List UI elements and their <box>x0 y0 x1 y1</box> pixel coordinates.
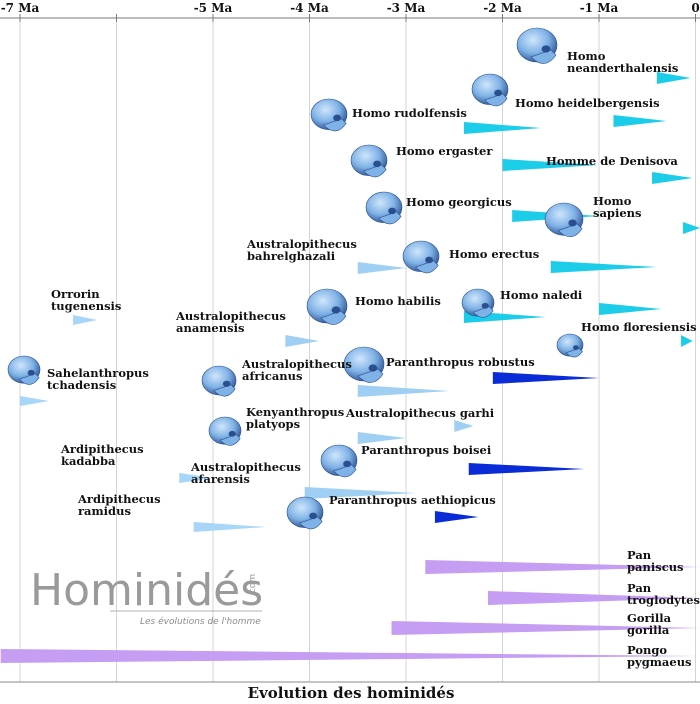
skull-icon <box>556 333 584 358</box>
species-bar <box>502 159 599 171</box>
species-label: Homo heidelbergensis <box>515 96 660 110</box>
skull-icon <box>306 288 348 325</box>
species-label: Australopithecus garhi <box>345 406 495 420</box>
species-bar <box>454 420 474 432</box>
skull-icon <box>461 288 495 318</box>
species-bar <box>193 522 267 532</box>
species-label: Pan paniscus <box>627 548 684 574</box>
species-label: Homo habilis <box>355 294 441 308</box>
species-label: Australopithecus bahrelghazali <box>246 237 357 263</box>
tick-label: -5 Ma <box>194 1 233 15</box>
skull-icon <box>343 346 385 383</box>
species-label: Gorilla gorilla <box>627 611 672 637</box>
skull-icon <box>201 365 237 397</box>
species-label: Ardipithecus ramidus <box>77 492 161 518</box>
species-bar <box>434 511 479 523</box>
species-bar <box>20 396 49 406</box>
skull-icon <box>471 73 509 107</box>
tick-label: -3 Ma <box>387 1 426 15</box>
species-label: Australopithecus africanus <box>241 357 352 383</box>
skull-icon <box>365 191 403 225</box>
tick-label: -4 Ma <box>290 1 329 15</box>
species-bar <box>425 560 700 574</box>
skull-icons <box>7 27 584 530</box>
species-bar <box>304 487 416 499</box>
skull-icon <box>402 240 440 274</box>
skull-icon <box>320 444 358 478</box>
species-label: Pan troglodytes <box>627 581 700 607</box>
logo-tagline: Les évolutions de l'homme <box>140 616 261 627</box>
species-label: Homo naledi <box>500 288 583 302</box>
species-bars <box>0 72 700 663</box>
species-label: Homo georgicus <box>406 195 512 209</box>
skull-icon <box>208 416 242 446</box>
species-label: Ardipithecus kadabba <box>60 442 144 468</box>
species-bar <box>599 303 662 315</box>
species-bar <box>73 315 98 325</box>
species-label: Sahelanthropus tchadensis <box>47 366 149 392</box>
chart-title: Evolution des hominidés <box>248 684 455 702</box>
species-label: Paranthropus aethiopicus <box>329 493 496 507</box>
skull-icon <box>7 355 41 385</box>
hominides-logo: Hominidés .com Les évolutions de l'homme <box>30 565 263 627</box>
skull-icon <box>350 144 388 178</box>
species-bar <box>682 222 700 234</box>
tick-label: -2 Ma <box>483 1 522 15</box>
species-label: Homo ergaster <box>396 144 493 158</box>
species-labels: Homo neanderthalensis Homo heidelbergensis… <box>47 49 700 669</box>
species-bar <box>391 621 700 635</box>
species-label: Homo neanderthalensis <box>567 49 678 75</box>
skull-icon <box>516 27 558 64</box>
species-label: Homo erectus <box>449 247 539 261</box>
species-bar <box>468 463 585 475</box>
logo-com: .com <box>248 574 258 596</box>
species-label: Australopithecus afarensis <box>190 460 301 486</box>
species-bar <box>357 385 450 397</box>
species-bar <box>550 261 657 273</box>
species-label: Pongo pygmaeus <box>627 643 692 669</box>
skull-icon <box>544 202 584 238</box>
species-bar <box>492 372 599 384</box>
species-bar <box>285 335 320 347</box>
species-bar <box>463 122 542 134</box>
species-label: Homo sapiens <box>593 194 642 220</box>
tick-label: 0 <box>691 1 699 15</box>
species-label: Paranthropus boisei <box>361 443 492 457</box>
species-label: Kenyanthropus platyops <box>246 405 344 431</box>
species-bar <box>179 473 213 483</box>
tick-label: -1 Ma <box>580 1 619 15</box>
species-label: Australopithecus anamensis <box>175 309 286 335</box>
species-bar <box>488 591 700 605</box>
species-label: Paranthropus robustus <box>386 355 535 369</box>
species-bar <box>357 432 406 444</box>
species-bar <box>681 335 693 347</box>
species-label: Homo floresiensis <box>581 320 697 334</box>
tick-label: -7 Ma <box>1 1 40 15</box>
skull-icon <box>286 496 324 530</box>
species-bar <box>0 649 700 663</box>
species-bar <box>613 115 667 127</box>
axis-ticks: -7 Ma -5 Ma -4 Ma -3 Ma -2 Ma -1 Ma 0 <box>1 1 700 22</box>
species-label: Orrorin tugenensis <box>51 287 121 313</box>
species-label: Homme de Denisova <box>546 154 678 168</box>
logo-text: Hominidés <box>30 565 263 616</box>
species-bar <box>652 172 693 184</box>
species-label: Homo rudolfensis <box>352 106 467 120</box>
skull-icon <box>310 98 348 132</box>
species-bar <box>656 72 691 84</box>
species-bar <box>357 262 406 274</box>
